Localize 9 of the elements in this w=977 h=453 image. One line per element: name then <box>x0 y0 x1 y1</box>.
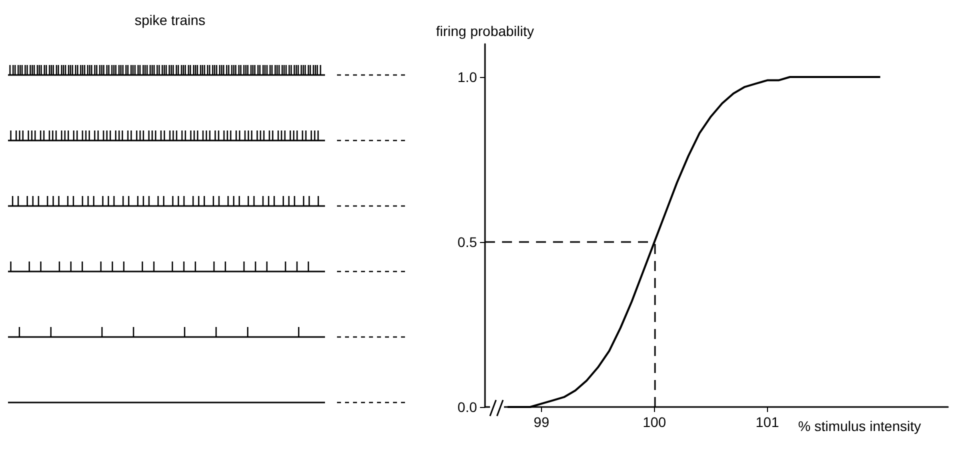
text: spike trains <box>134 12 206 28</box>
y-axis-title: firing probability <box>436 23 534 39</box>
x-tick-label: 101 <box>756 414 780 430</box>
x-tick-label: 100 <box>642 414 666 430</box>
y-tick-label: 1.0 <box>458 69 478 85</box>
x-tick-label: 99 <box>534 414 550 430</box>
y-tick-label: 0.0 <box>458 399 478 415</box>
y-tick-label: 0.5 <box>458 234 478 250</box>
x-axis-title: % stimulus intensity <box>798 418 921 434</box>
